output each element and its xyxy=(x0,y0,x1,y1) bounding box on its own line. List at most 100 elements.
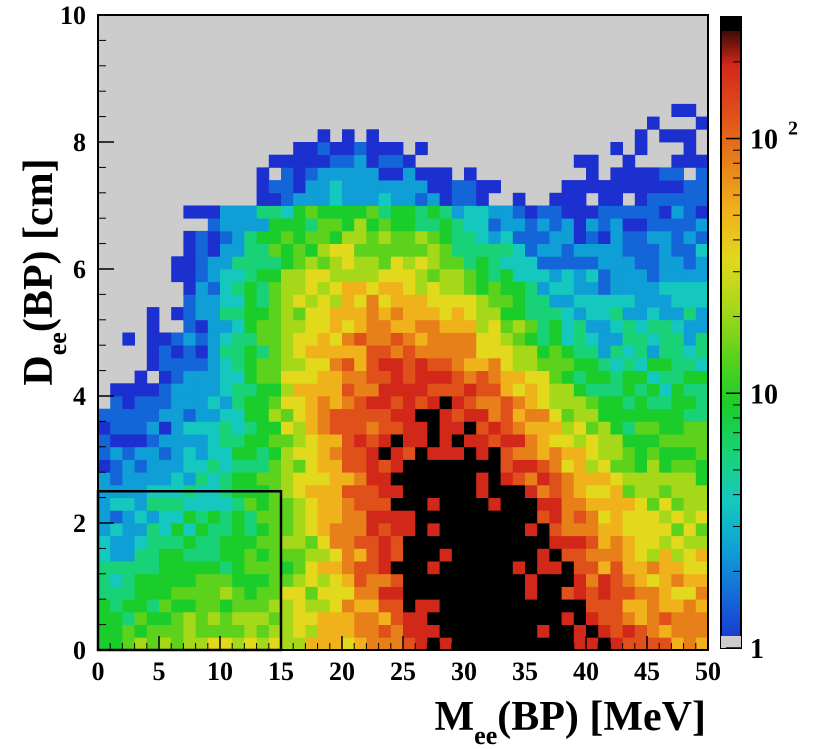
heatmap-bin xyxy=(110,637,123,651)
heatmap-bin xyxy=(366,230,379,244)
heatmap-bin xyxy=(122,497,135,511)
y-axis-title-main: D xyxy=(16,355,62,385)
heatmap-bin xyxy=(683,573,697,587)
heatmap-bin xyxy=(610,510,623,524)
heatmap-bin xyxy=(110,535,123,549)
heatmap-bin xyxy=(598,370,611,384)
heatmap-bin xyxy=(329,510,343,524)
heatmap-bin xyxy=(512,599,526,613)
heatmap-bin xyxy=(695,446,709,460)
heatmap-bin xyxy=(305,154,318,168)
heatmap-bin xyxy=(427,637,440,651)
heatmap-bin xyxy=(451,561,465,575)
heatmap-bin xyxy=(659,459,672,473)
heatmap-bin xyxy=(305,434,318,448)
x-axis-title-rest: (BP) [MeV] xyxy=(497,694,706,740)
heatmap-bin xyxy=(683,472,697,486)
heatmap-bin xyxy=(329,484,343,498)
heatmap-bin xyxy=(512,497,526,511)
heatmap-bin xyxy=(354,408,367,422)
heatmap-bin xyxy=(281,523,294,537)
heatmap-bin xyxy=(659,307,672,321)
heatmap-bin xyxy=(195,243,209,257)
heatmap-bin xyxy=(610,637,623,651)
heatmap-bin xyxy=(232,523,245,537)
heatmap-bin xyxy=(146,599,160,613)
heatmap-bin xyxy=(281,586,294,600)
heatmap-bin xyxy=(537,599,550,613)
heatmap-bin xyxy=(244,586,257,600)
heatmap-bin xyxy=(586,281,599,295)
heatmap-bin xyxy=(305,269,318,283)
heatmap-bin xyxy=(659,269,672,283)
heatmap-bin xyxy=(146,637,160,651)
y-axis-title: Dee(BP) [cm] xyxy=(16,158,72,385)
heatmap-bin xyxy=(586,218,599,232)
heatmap-bin xyxy=(232,408,245,422)
heatmap-bin xyxy=(220,230,233,244)
heatmap-bin xyxy=(98,561,111,575)
heatmap-bin xyxy=(695,510,709,524)
heatmap-bin xyxy=(207,269,221,283)
heatmap-bin xyxy=(622,180,636,194)
heatmap-bin xyxy=(305,383,318,397)
heatmap-bin xyxy=(439,294,453,308)
heatmap-bin xyxy=(683,192,697,206)
heatmap-bin xyxy=(220,281,233,295)
heatmap-bin xyxy=(598,256,611,270)
heatmap-bin xyxy=(622,611,636,625)
heatmap-bin xyxy=(220,205,233,219)
heatmap-bin xyxy=(451,383,465,397)
heatmap-bin xyxy=(647,167,660,181)
heatmap-bin xyxy=(537,446,550,460)
heatmap-bin xyxy=(268,205,282,219)
heatmap-bin xyxy=(317,510,331,524)
heatmap-bin xyxy=(403,243,416,257)
heatmap-bin xyxy=(561,611,575,625)
heatmap-bin xyxy=(561,484,575,498)
heatmap-bin xyxy=(647,205,660,219)
heatmap-bin xyxy=(378,535,392,549)
heatmap-bin xyxy=(171,637,184,651)
heatmap-bin xyxy=(512,637,526,651)
heatmap-bin xyxy=(683,421,697,435)
heatmap-bin xyxy=(561,281,575,295)
heatmap-bin xyxy=(305,319,318,333)
heatmap-bin xyxy=(281,281,294,295)
heatmap-bin xyxy=(671,484,684,498)
heatmap-bin xyxy=(183,269,196,283)
heatmap-bin xyxy=(634,611,648,625)
heatmap-bin xyxy=(232,446,245,460)
heatmap-bin xyxy=(403,434,416,448)
heatmap-bin xyxy=(342,561,355,575)
heatmap-bin xyxy=(695,243,709,257)
heatmap-bin xyxy=(586,484,599,498)
heatmap-bin xyxy=(354,624,367,638)
heatmap-bin xyxy=(232,637,245,651)
heatmap-bin xyxy=(244,523,257,537)
heatmap-bin xyxy=(342,256,355,270)
heatmap-bin xyxy=(293,357,306,371)
heatmap-bin xyxy=(451,523,465,537)
heatmap-bin xyxy=(427,523,440,537)
heatmap-bin xyxy=(537,319,550,333)
heatmap-bin xyxy=(512,586,526,600)
heatmap-bin xyxy=(183,599,196,613)
heatmap-bin xyxy=(256,446,270,460)
heatmap-bin xyxy=(354,472,367,486)
heatmap-bin xyxy=(244,624,257,638)
heatmap-bin xyxy=(244,319,257,333)
heatmap-bin xyxy=(342,611,355,625)
heatmap-bin xyxy=(586,497,599,511)
heatmap-bin xyxy=(183,256,196,270)
heatmap-bin xyxy=(183,294,196,308)
heatmap-bin xyxy=(476,472,489,486)
heatmap-bin xyxy=(159,408,172,422)
heatmap-bin xyxy=(195,332,209,346)
heatmap-bin xyxy=(354,573,367,587)
heatmap-bin xyxy=(598,281,611,295)
heatmap-bin xyxy=(354,180,367,194)
heatmap-bin xyxy=(586,535,599,549)
heatmap-bin xyxy=(500,396,514,410)
heatmap-bin xyxy=(427,573,440,587)
